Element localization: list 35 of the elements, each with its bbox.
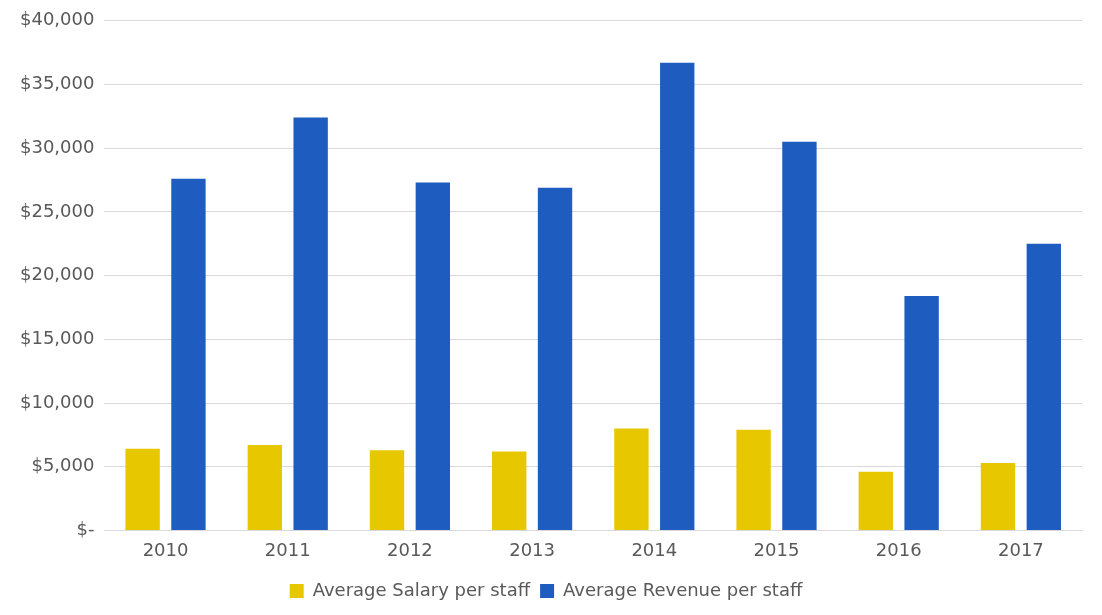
bar [171,178,206,530]
bar [980,462,1016,530]
x-tick-label: 2017 [998,538,1044,560]
bar [904,295,939,530]
bar [736,429,771,530]
y-tick-label: $20,000 [20,263,95,285]
bar [125,448,160,530]
y-tick-label: $5,000 [31,454,95,476]
x-tick-label: 2011 [264,538,311,560]
bar [782,141,817,530]
bar [1026,243,1061,530]
x-tick-label: 2010 [142,538,189,560]
y-tick-label: $35,000 [20,72,95,94]
bar [415,182,451,530]
x-tick-label: 2016 [875,538,922,560]
legend-label: Average Revenue per staff [563,578,803,600]
bar [660,62,695,530]
y-tick-label: $30,000 [20,135,95,157]
y-tick-label: $- [76,518,95,540]
bar [293,117,328,530]
y-tick-label: $25,000 [20,199,95,221]
x-tick-label: 2013 [509,538,556,560]
x-tick-label: 2015 [753,538,800,560]
bar [369,450,405,530]
bar [492,451,527,530]
y-tick-label: $10,000 [20,390,95,412]
x-tick-label: 2012 [387,538,433,560]
bar [614,428,649,530]
bar [537,187,573,530]
bar [858,471,893,530]
x-tick-label: 2014 [631,538,678,560]
y-tick-label: $40,000 [20,8,95,30]
y-tick-label: $15,000 [20,326,95,348]
bar [247,445,282,530]
legend-label: Average Salary per staff [312,578,531,600]
